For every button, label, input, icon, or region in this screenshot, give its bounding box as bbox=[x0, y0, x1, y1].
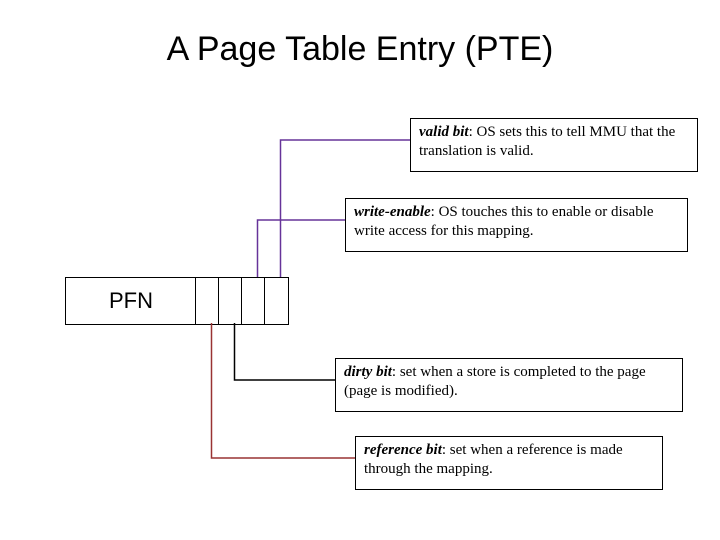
pte-bit-cell bbox=[241, 277, 266, 325]
pfn-box: PFN bbox=[65, 277, 197, 325]
pfn-label: PFN bbox=[109, 288, 153, 314]
callout-reference-bit: reference bit: set when a reference is m… bbox=[355, 436, 663, 490]
pte-bit-cell bbox=[264, 277, 289, 325]
pte-bit-cell bbox=[218, 277, 243, 325]
callout-write-enable: write-enable: OS touches this to enable … bbox=[345, 198, 688, 252]
callout-valid-bit: valid bit: OS sets this to tell MMU that… bbox=[410, 118, 698, 172]
callout-reference-lead: reference bit bbox=[364, 442, 442, 458]
callout-dirty-bit: dirty bit: set when a store is completed… bbox=[335, 358, 683, 412]
page-title: A Page Table Entry (PTE) bbox=[0, 30, 720, 69]
callout-write-lead: write-enable bbox=[354, 204, 431, 220]
callout-dirty-lead: dirty bit bbox=[344, 364, 392, 380]
callout-valid-lead: valid bit bbox=[419, 124, 469, 140]
pte-bit-cell bbox=[195, 277, 220, 325]
